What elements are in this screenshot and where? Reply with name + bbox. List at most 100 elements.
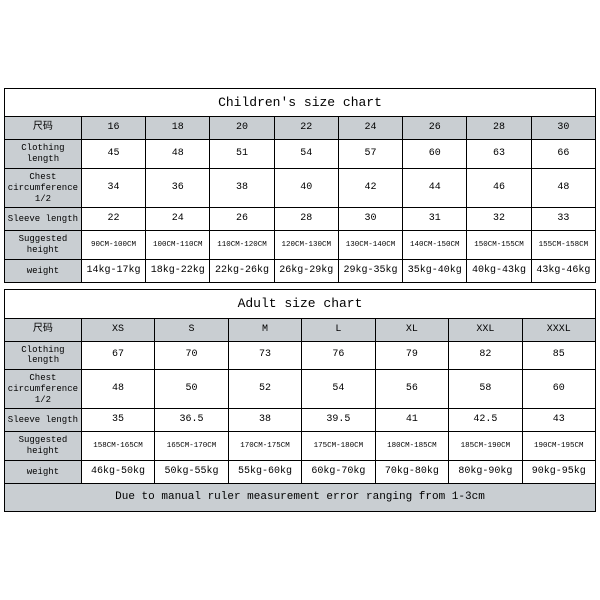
size-header: 18 [146, 117, 210, 140]
cell: 36 [146, 168, 210, 207]
cell: 48 [81, 370, 154, 409]
cell: 60 [522, 370, 595, 409]
cell: 82 [449, 341, 522, 370]
cell: 90CM-100CM [81, 231, 145, 260]
cell: 39.5 [302, 409, 375, 432]
size-header: 24 [338, 117, 402, 140]
cell: 33 [531, 208, 595, 231]
cell: 90kg-95kg [522, 461, 595, 484]
cell: 58 [449, 370, 522, 409]
table-title-row: Children's size chart [5, 88, 596, 117]
table-row: Clothing length4548515457606366 [5, 140, 596, 169]
cell: 54 [302, 370, 375, 409]
cell: 140CM-150CM [403, 231, 467, 260]
row-label: Sleeve length [5, 208, 82, 231]
cell: 54 [274, 140, 338, 169]
cell: 26 [210, 208, 274, 231]
cell: 67 [81, 341, 154, 370]
cell: 43 [522, 409, 595, 432]
size-label-header: 尺码 [5, 318, 82, 341]
cell: 130CM-140CM [338, 231, 402, 260]
cell: 190CM-195CM [522, 432, 595, 461]
size-header: M [228, 318, 301, 341]
children-title: Children's size chart [5, 88, 596, 117]
table-row: Chest circumference 1/248505254565860 [5, 370, 596, 409]
size-header: 16 [81, 117, 145, 140]
children-header-row: 尺码 16 18 20 22 24 26 28 30 [5, 117, 596, 140]
cell: 22 [81, 208, 145, 231]
children-size-table: Children's size chart 尺码 16 18 20 22 24 … [4, 88, 596, 283]
row-label: Sleeve length [5, 409, 82, 432]
cell: 40kg-43kg [467, 259, 531, 282]
cell: 150CM-155CM [467, 231, 531, 260]
row-label: Chest circumference 1/2 [5, 168, 82, 207]
cell: 32 [467, 208, 531, 231]
cell: 52 [228, 370, 301, 409]
cell: 40 [274, 168, 338, 207]
row-label: Clothing length [5, 341, 82, 370]
cell: 170CM-175CM [228, 432, 301, 461]
table-row: Chest circumference 1/23436384042444648 [5, 168, 596, 207]
cell: 41 [375, 409, 448, 432]
size-header: XXL [449, 318, 522, 341]
cell: 155CM-158CM [531, 231, 595, 260]
cell: 175CM-180CM [302, 432, 375, 461]
size-header: 26 [403, 117, 467, 140]
cell: 46kg-50kg [81, 461, 154, 484]
size-header: S [155, 318, 228, 341]
cell: 38 [210, 168, 274, 207]
cell: 80kg-90kg [449, 461, 522, 484]
cell: 70 [155, 341, 228, 370]
cell: 26kg-29kg [274, 259, 338, 282]
cell: 185CM-190CM [449, 432, 522, 461]
cell: 34 [81, 168, 145, 207]
cell: 180CM-185CM [375, 432, 448, 461]
cell: 55kg-60kg [228, 461, 301, 484]
size-header: L [302, 318, 375, 341]
children-rows: Clothing length4548515457606366Chest cir… [5, 140, 596, 283]
cell: 50kg-55kg [155, 461, 228, 484]
table-row: Sleeve length2224262830313233 [5, 208, 596, 231]
cell: 120CM-130CM [274, 231, 338, 260]
cell: 36.5 [155, 409, 228, 432]
size-header: XL [375, 318, 448, 341]
cell: 43kg-46kg [531, 259, 595, 282]
cell: 29kg-35kg [338, 259, 402, 282]
cell: 60kg-70kg [302, 461, 375, 484]
size-header: 30 [531, 117, 595, 140]
cell: 100CM-110CM [146, 231, 210, 260]
size-header: 20 [210, 117, 274, 140]
cell: 31 [403, 208, 467, 231]
adult-header-row: 尺码 XS S M L XL XXL XXXL [5, 318, 596, 341]
cell: 44 [403, 168, 467, 207]
cell: 48 [531, 168, 595, 207]
measurement-note: Due to manual ruler measurement error ra… [5, 484, 596, 512]
cell: 60 [403, 140, 467, 169]
cell: 38 [228, 409, 301, 432]
cell: 48 [146, 140, 210, 169]
row-label: weight [5, 461, 82, 484]
table-title-row: Adult size chart [5, 289, 596, 318]
cell: 51 [210, 140, 274, 169]
cell: 50 [155, 370, 228, 409]
cell: 45 [81, 140, 145, 169]
cell: 35kg-40kg [403, 259, 467, 282]
table-row: Clothing length67707376798285 [5, 341, 596, 370]
cell: 79 [375, 341, 448, 370]
cell: 14kg-17kg [81, 259, 145, 282]
cell: 158CM-165CM [81, 432, 154, 461]
adult-title: Adult size chart [5, 289, 596, 318]
cell: 18kg-22kg [146, 259, 210, 282]
cell: 30 [338, 208, 402, 231]
table-row: Suggested height90CM-100CM100CM-110CM110… [5, 231, 596, 260]
adult-size-table: Adult size chart 尺码 XS S M L XL XXL XXXL… [4, 289, 596, 512]
note-row: Due to manual ruler measurement error ra… [5, 484, 596, 512]
cell: 22kg-26kg [210, 259, 274, 282]
cell: 24 [146, 208, 210, 231]
row-label: Suggested height [5, 432, 82, 461]
cell: 28 [274, 208, 338, 231]
table-row: weight14kg-17kg18kg-22kg22kg-26kg26kg-29… [5, 259, 596, 282]
cell: 56 [375, 370, 448, 409]
size-label-header: 尺码 [5, 117, 82, 140]
row-label: weight [5, 259, 82, 282]
